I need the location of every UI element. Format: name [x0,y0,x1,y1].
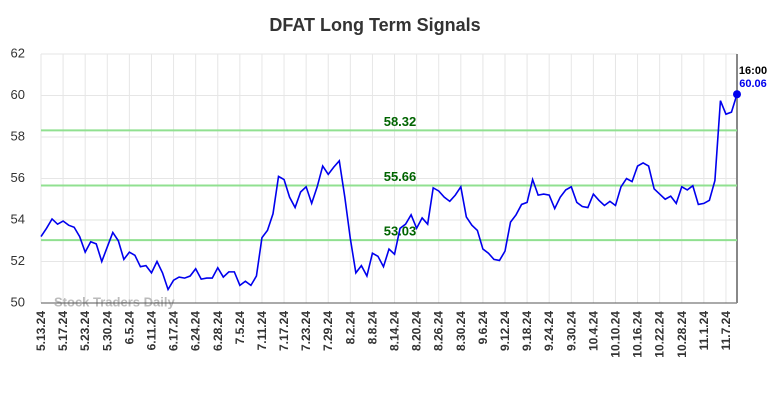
x-tick-label: 10.10.24 [608,311,622,358]
x-tick-label: 9.18.24 [520,311,534,351]
x-tick-label: 9.6.24 [476,311,490,345]
x-tick-label: 5.17.24 [56,311,70,351]
x-tick-label: 10.28.24 [675,311,689,358]
x-tick-label: 8.8.24 [365,311,379,345]
x-tick-label: 5.23.24 [78,311,92,351]
x-tick-label: 6.11.24 [144,311,158,351]
last-value-label: 60.06 [739,78,767,90]
x-tick-label: 9.30.24 [564,311,578,351]
x-tick-label: 10.22.24 [653,311,667,358]
x-tick-label: 7.23.24 [299,311,313,351]
x-tick-label: 8.2.24 [343,311,357,345]
y-tick-label: 52 [11,253,25,268]
x-tick-label: 11.7.24 [719,311,733,351]
x-tick-label: 7.29.24 [321,311,335,351]
x-tick-label: 6.17.24 [167,311,181,351]
chart-title: DFAT Long Term Signals [269,15,480,35]
x-tick-label: 6.5.24 [122,311,136,345]
x-tick-label: 7.11.24 [255,311,269,351]
x-tick-label: 7.5.24 [233,311,247,345]
x-tick-label: 5.13.24 [34,311,48,351]
x-tick-label: 5.30.24 [100,311,114,351]
x-tick-label: 11.1.24 [697,311,711,351]
x-tick-label: 10.16.24 [631,311,645,358]
x-tick-label: 8.26.24 [432,311,446,351]
last-time-label: 16:00 [739,65,767,77]
x-tick-label: 6.24.24 [189,311,203,351]
price-line [40,94,738,292]
y-tick-label: 54 [11,211,25,226]
x-tick-label: 10.4.24 [586,311,600,351]
y-tick-label: 60 [11,87,25,102]
x-tick-label: 9.12.24 [498,311,512,351]
y-tick-label: 62 [11,45,25,60]
x-tick-label: 8.14.24 [388,311,402,351]
last-point [733,90,741,99]
level-label: 55.66 [384,169,417,184]
x-tick-label: 8.20.24 [410,311,424,351]
y-tick-label: 58 [11,128,25,143]
watermark: Stock Traders Daily [54,294,175,309]
y-tick-label: 56 [11,170,25,185]
x-tick-label: 8.30.24 [454,311,468,351]
x-tick-label: 9.24.24 [542,311,556,351]
level-label: 58.32 [384,114,417,129]
x-tick-label: 7.17.24 [277,311,291,351]
y-tick-label: 50 [11,294,25,309]
x-tick-label: 6.28.24 [211,311,225,351]
